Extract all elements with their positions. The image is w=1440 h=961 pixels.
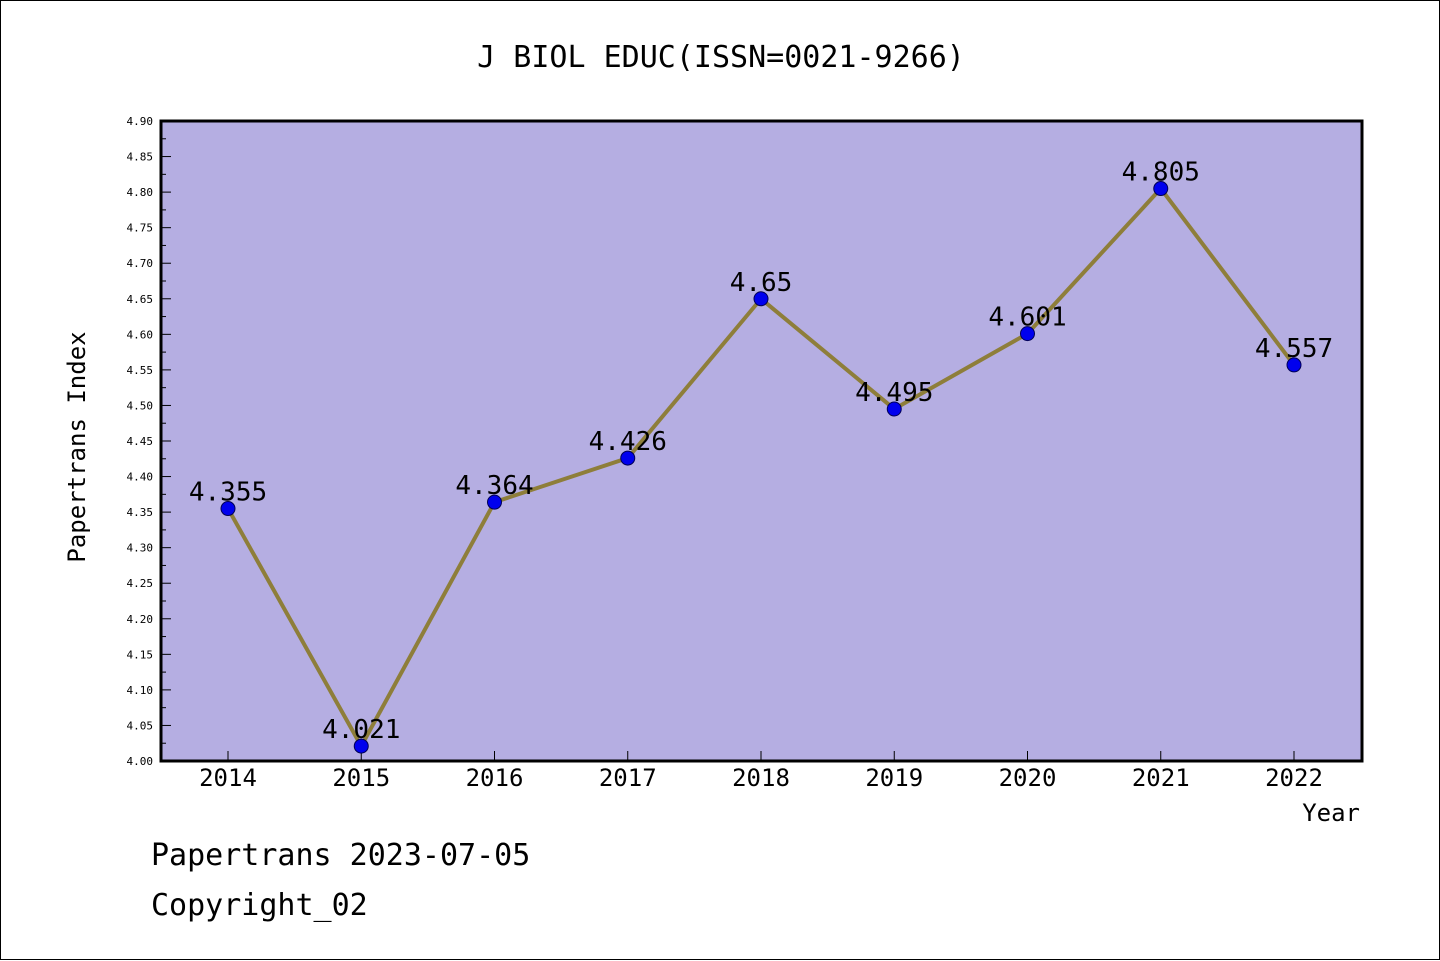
data-point (886, 401, 902, 417)
y-tick-label: 4.60 (127, 328, 154, 341)
data-point (353, 738, 369, 754)
data-label: 4.805 (1122, 158, 1200, 188)
y-tick-label: 4.00 (127, 755, 154, 768)
y-tick-label: 4.20 (127, 613, 154, 626)
data-label: 4.355 (189, 478, 267, 508)
y-tick-label: 4.15 (127, 648, 154, 661)
y-tick-label: 4.05 (127, 719, 154, 732)
data-point (753, 291, 769, 307)
x-axis: 2014 2015 2016 2017 2018 2019 2020 2021 2022 (199, 751, 1323, 792)
y-tick-label: 4.40 (127, 471, 154, 484)
x-tick-label: 2019 (865, 764, 923, 792)
data-point (220, 501, 236, 517)
y-tick-label: 4.30 (127, 542, 154, 555)
x-tick-label: 2014 (199, 764, 257, 792)
x-tick-label: 2018 (732, 764, 790, 792)
data-label: 4.364 (455, 471, 533, 501)
footer-date: Papertrans 2023-07-05 (151, 838, 530, 873)
data-point (620, 450, 636, 466)
x-axis-label: Year (1302, 799, 1360, 827)
y-tick-label: 4.50 (127, 399, 154, 412)
y-tick-label: 4.35 (127, 506, 154, 519)
chart-title: J BIOL EDUC(ISSN=0021-9266) (477, 40, 965, 75)
y-tick-label: 4.10 (127, 684, 154, 697)
y-tick-label: 4.25 (127, 577, 154, 590)
x-tick-label: 2022 (1265, 764, 1323, 792)
y-tick-label: 4.85 (127, 151, 154, 164)
data-point (1020, 326, 1035, 342)
footer-copyright: Copyright_02 (151, 888, 368, 923)
data-label: 4.021 (322, 715, 400, 745)
y-tick-label: 4.45 (127, 435, 154, 448)
data-label: 4.65 (730, 268, 793, 298)
plot-border (159, 119, 1364, 763)
y-axis: 4.00 4.05 4.10 4.15 4.20 4.25 4.30 4.35 4.40 4.45… (127, 115, 171, 768)
y-tick-label: 4.75 (127, 222, 154, 235)
x-tick-label: 2020 (999, 764, 1057, 792)
y-axis-label: Papertrans Index (63, 331, 91, 562)
x-tick-label: 2015 (332, 764, 390, 792)
series-group: 4.355 4.021 4.364 4.426 4.65 4.495 4.601 4.805 4… (189, 158, 1333, 754)
x-tick-label: 2021 (1132, 764, 1190, 792)
x-tick-label: 2016 (466, 764, 524, 792)
data-point (1153, 181, 1169, 197)
data-label: 4.426 (589, 427, 667, 457)
data-point (1286, 357, 1302, 373)
y-tick-label: 4.70 (127, 257, 154, 270)
data-label: 4.495 (855, 378, 933, 408)
y-tick-label: 4.90 (127, 115, 154, 128)
data-point (487, 494, 502, 510)
data-label: 4.557 (1255, 334, 1333, 364)
y-tick-label: 4.65 (127, 293, 154, 306)
x-tick-label: 2017 (599, 764, 657, 792)
plot-area (161, 121, 1362, 761)
y-tick-label: 4.80 (127, 186, 154, 199)
data-label: 4.601 (988, 303, 1066, 333)
y-tick-label: 4.55 (127, 364, 154, 377)
